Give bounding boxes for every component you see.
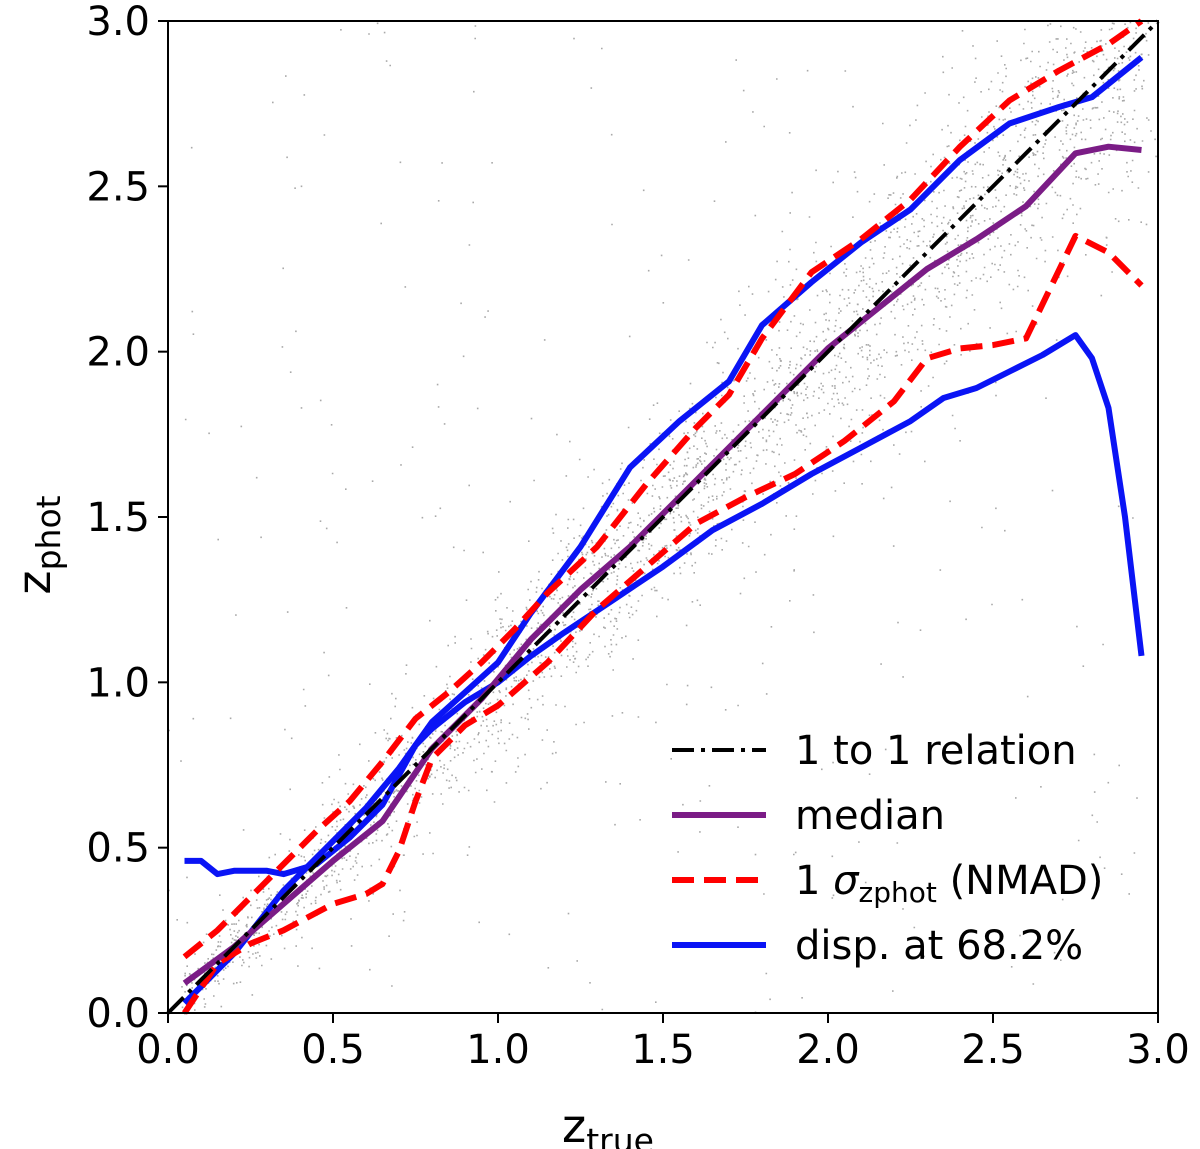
y-tick-label: 2.0 xyxy=(86,330,150,376)
legend: 1 to 1 relation median 1 σzphot (NMAD) d… xyxy=(672,728,1103,969)
axis-ticks: 0.0 0.5 1.0 1.5 2.0 2.5 3.0 0.0 0.5 1.0 1.5 2.0 2.5 3… xyxy=(86,0,1189,1073)
series-lines xyxy=(166,18,1160,1015)
legend-label-disp: disp. at 68.2% xyxy=(795,923,1083,969)
median-line xyxy=(182,143,1142,986)
x-tick-label: 1.0 xyxy=(466,1027,530,1073)
y-axis-label: zphot xyxy=(7,495,68,594)
x-tick-label: 0.5 xyxy=(301,1027,365,1073)
x-tick-label: 3.0 xyxy=(1126,1027,1190,1073)
y-tick-label: 0.0 xyxy=(86,991,150,1037)
y-tick-label: 1.5 xyxy=(86,495,150,541)
x-axis-label: ztrue xyxy=(562,1099,654,1149)
legend-label-median: median xyxy=(795,793,945,839)
x-tick-label: 1.5 xyxy=(631,1027,695,1073)
legend-label-one-to-one: 1 to 1 relation xyxy=(795,728,1077,774)
x-tick-label: 0.0 xyxy=(136,1027,200,1073)
legend-label-nmad: 1 σzphot (NMAD) xyxy=(795,858,1103,909)
y-tick-label: 2.5 xyxy=(86,164,150,210)
x-tick-label: 2.0 xyxy=(796,1027,860,1073)
y-tick-label: 0.5 xyxy=(86,826,150,872)
y-tick-label: 3.0 xyxy=(86,0,150,45)
disp-upper-line xyxy=(182,55,1144,1006)
nmad-upper-line xyxy=(182,18,1144,960)
x-tick-label: 2.5 xyxy=(961,1027,1025,1073)
nmad-lower-line xyxy=(182,232,1144,1015)
y-tick-label: 1.0 xyxy=(86,660,150,706)
one-to-one-line xyxy=(166,19,1160,1015)
